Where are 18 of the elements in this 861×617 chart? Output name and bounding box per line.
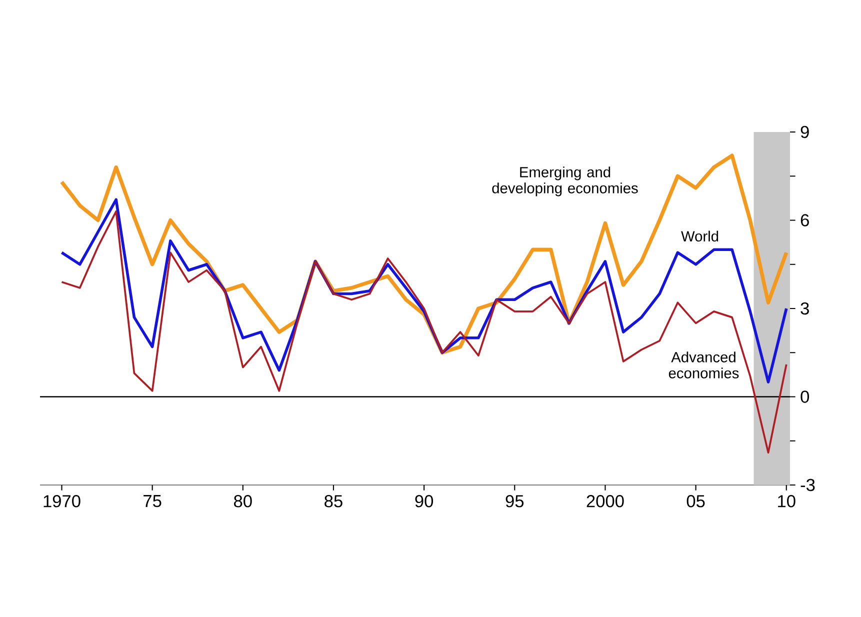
series-label: Advanced economies bbox=[668, 352, 739, 378]
x-tick-label: 80 bbox=[234, 495, 252, 508]
y-tick-label: -3 bbox=[800, 478, 815, 492]
x-tick-label: 85 bbox=[324, 495, 342, 508]
x-tick-label: 10 bbox=[778, 495, 796, 508]
y-tick-label: 6 bbox=[800, 214, 809, 226]
y-tick-label: 9 bbox=[800, 126, 809, 138]
series-label: World bbox=[681, 230, 718, 242]
series-label: Emerging and developing economies bbox=[492, 166, 638, 196]
x-tick-label: 2000 bbox=[586, 495, 624, 508]
y-tick-label: 3 bbox=[800, 302, 809, 315]
x-tick-label: 75 bbox=[144, 495, 162, 508]
x-tick-label: 95 bbox=[506, 495, 524, 508]
x-tick-label: 05 bbox=[686, 495, 705, 508]
line-series bbox=[60, 210, 788, 454]
x-tick-label: 90 bbox=[415, 495, 434, 508]
y-tick-label: 0 bbox=[800, 390, 810, 403]
x-tick-label: 1970 bbox=[44, 495, 80, 508]
